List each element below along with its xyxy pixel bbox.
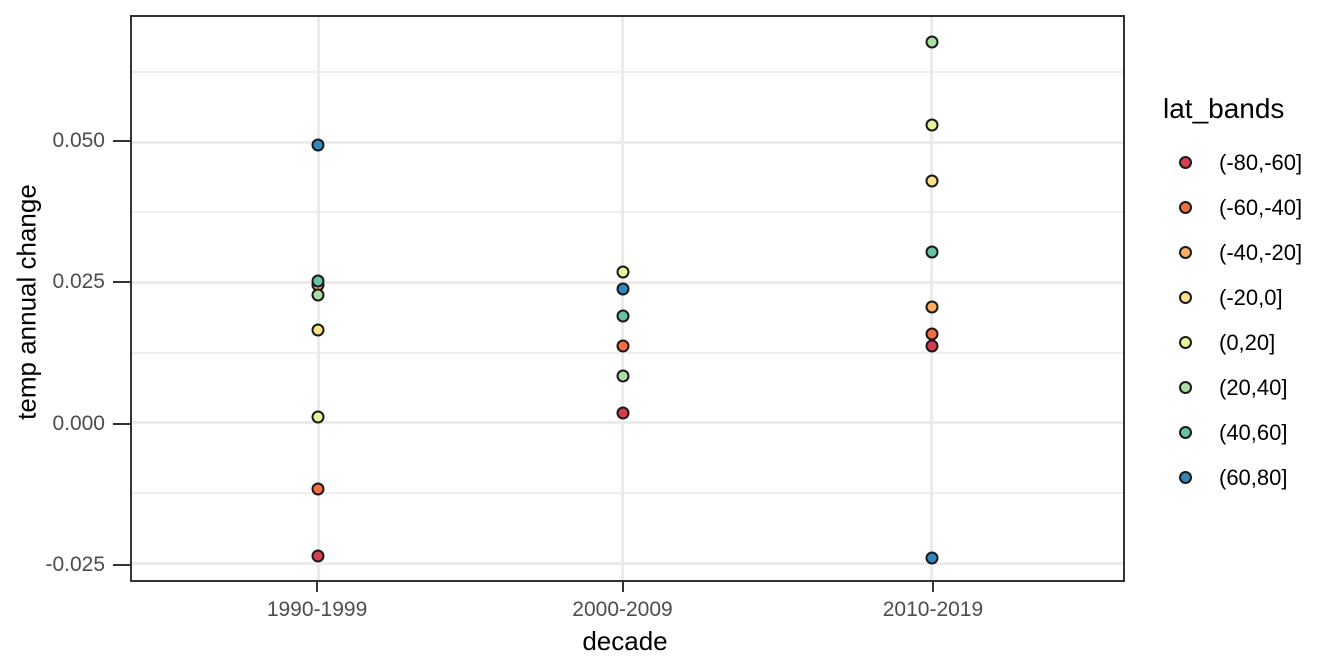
minor-gridline bbox=[132, 491, 1123, 494]
data-point bbox=[925, 35, 939, 49]
data-point bbox=[311, 138, 325, 152]
x-tick-label: 1990-1999 bbox=[266, 598, 368, 621]
category-gridline bbox=[621, 17, 625, 580]
data-point bbox=[925, 118, 939, 132]
legend-key-dot bbox=[1179, 471, 1192, 484]
data-point bbox=[311, 549, 325, 563]
y-tick-mark bbox=[113, 281, 130, 284]
major-gridline bbox=[132, 421, 1123, 425]
x-tick-mark bbox=[621, 582, 624, 592]
y-tick-mark bbox=[113, 422, 130, 425]
data-point bbox=[925, 174, 939, 188]
legend-key-dot bbox=[1179, 246, 1192, 259]
data-point bbox=[925, 551, 939, 565]
data-point bbox=[311, 323, 325, 337]
y-tick-label: 0.000 bbox=[52, 411, 105, 435]
major-gridline bbox=[132, 561, 1123, 565]
legend-key-dot bbox=[1179, 381, 1192, 394]
y-tick-mark bbox=[113, 564, 130, 567]
legend-item: (-20,0] bbox=[1163, 275, 1302, 320]
legend-item: (20,40] bbox=[1163, 365, 1302, 410]
legend-item: (60,80] bbox=[1163, 455, 1302, 500]
legend-items: (-80,-60] (-60,-40] (-40,-20] (-20,0] (0,20]… bbox=[1163, 140, 1302, 500]
data-point bbox=[925, 245, 939, 259]
data-point bbox=[616, 369, 630, 383]
category-gridline bbox=[930, 17, 934, 580]
data-point bbox=[925, 327, 939, 341]
legend-item-label: (20,40] bbox=[1219, 374, 1288, 400]
x-axis-title: decade bbox=[582, 626, 668, 656]
legend-item-label: (60,80] bbox=[1219, 464, 1288, 490]
data-point bbox=[616, 309, 630, 323]
legend-item-label: (-80,-60] bbox=[1219, 149, 1303, 175]
y-tick-label: -0.025 bbox=[45, 553, 105, 577]
data-point bbox=[311, 274, 325, 288]
legend-item-label: (-20,0] bbox=[1219, 284, 1283, 310]
legend-item: (-80,-60] bbox=[1163, 140, 1302, 185]
data-point bbox=[616, 265, 630, 279]
major-gridline bbox=[132, 281, 1123, 284]
minor-gridline bbox=[132, 351, 1123, 354]
legend-item: (0,20] bbox=[1163, 320, 1302, 365]
x-tick-label: 2000-2009 bbox=[572, 598, 673, 621]
legend-key-dot bbox=[1179, 426, 1192, 439]
legend-item-label: (40,60] bbox=[1219, 419, 1288, 445]
legend-title: lat_bands bbox=[1163, 93, 1285, 124]
major-gridline bbox=[132, 140, 1123, 144]
legend: lat_bands (-80,-60] (-60,-40] (-40,-20] (-2… bbox=[1163, 93, 1302, 500]
x-tick-mark bbox=[316, 582, 319, 592]
legend-key-dot bbox=[1179, 201, 1192, 214]
legend-key-dot bbox=[1179, 156, 1192, 169]
x-tick-label: 2010-2019 bbox=[882, 598, 984, 621]
legend-item: (40,60] bbox=[1163, 410, 1302, 455]
plot-panel bbox=[130, 15, 1125, 582]
legend-key-dot bbox=[1179, 291, 1192, 304]
y-axis-title: temp annual change bbox=[11, 184, 42, 420]
data-point bbox=[311, 410, 325, 424]
data-point bbox=[616, 339, 630, 353]
legend-item-label: (-60,-40] bbox=[1219, 194, 1303, 220]
legend-item: (-60,-40] bbox=[1163, 185, 1302, 230]
data-point bbox=[311, 288, 325, 302]
y-tick-label: 0.025 bbox=[52, 270, 105, 294]
x-tick-mark bbox=[931, 582, 934, 592]
minor-gridline bbox=[132, 211, 1123, 214]
data-point bbox=[925, 300, 939, 314]
y-tick-mark bbox=[113, 140, 130, 143]
minor-gridline bbox=[132, 71, 1123, 73]
y-tick-label: 0.050 bbox=[52, 129, 105, 153]
legend-item-label: (0,20] bbox=[1219, 329, 1276, 355]
legend-key-dot bbox=[1179, 336, 1192, 349]
legend-item: (-40,-20] bbox=[1163, 230, 1302, 275]
data-point bbox=[311, 482, 325, 496]
data-point bbox=[925, 339, 939, 353]
data-point bbox=[616, 406, 630, 420]
legend-item-label: (-40,-20] bbox=[1219, 239, 1303, 265]
data-point bbox=[616, 282, 630, 296]
